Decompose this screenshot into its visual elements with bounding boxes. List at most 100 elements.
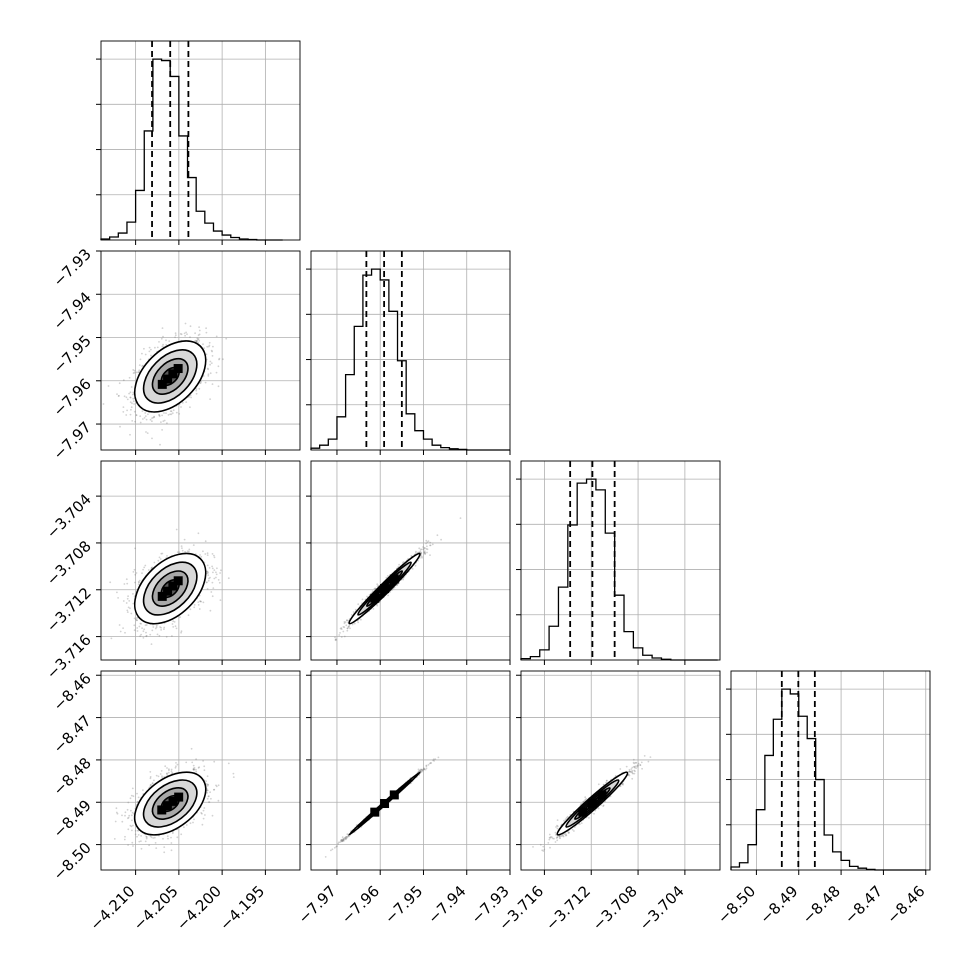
- scatter-point: [345, 619, 348, 622]
- scatter-point: [403, 561, 405, 563]
- scatter-point: [211, 350, 214, 353]
- scatter-point: [134, 547, 137, 550]
- scatter-point: [377, 584, 380, 587]
- scatter-point: [217, 385, 220, 388]
- scatter-point: [179, 333, 182, 335]
- scatter-point: [123, 395, 126, 398]
- scatter-point: [167, 837, 169, 840]
- scatter-point: [376, 583, 379, 586]
- scatter-point: [210, 362, 213, 364]
- scatter-point: [206, 570, 209, 573]
- scatter-point: [135, 414, 138, 417]
- scatter-point: [158, 415, 161, 418]
- scatter-point: [426, 551, 428, 554]
- scatter-point: [197, 601, 200, 603]
- scatter-point: [142, 568, 145, 571]
- scatter-point: [385, 576, 388, 579]
- scatter-point: [145, 836, 148, 838]
- scatter-point: [202, 601, 205, 604]
- scatter-point: [184, 550, 187, 553]
- scatter-point: [138, 364, 141, 366]
- scatter-point: [425, 539, 428, 542]
- scatter-point: [207, 345, 210, 348]
- scatter-point: [167, 414, 170, 416]
- scatter-point: [421, 555, 423, 558]
- scatter-point: [162, 420, 165, 423]
- scatter-point: [147, 569, 150, 571]
- scatter-point: [198, 339, 201, 342]
- scatter-point: [207, 375, 210, 377]
- scatter-point: [138, 369, 141, 372]
- scatter-point: [144, 624, 147, 627]
- scatter-point: [135, 371, 138, 374]
- scatter-point: [211, 581, 214, 584]
- scatter-point: [348, 624, 351, 627]
- scatter-point: [205, 581, 208, 584]
- scatter-point: [202, 550, 204, 553]
- scatter-point: [202, 375, 205, 377]
- scatter-point: [130, 825, 133, 828]
- scatter-point: [165, 772, 168, 775]
- scatter-point: [420, 552, 423, 554]
- scatter-point: [171, 623, 174, 625]
- scatter-point: [131, 787, 134, 790]
- scatter-point: [372, 608, 375, 610]
- scatter-point: [420, 552, 423, 554]
- scatter-point: [109, 581, 112, 584]
- scatter-point: [137, 796, 140, 799]
- scatter-point: [195, 340, 198, 342]
- scatter-point: [199, 600, 202, 603]
- scatter-point: [421, 548, 423, 551]
- scatter-point: [153, 415, 156, 418]
- scatter-point: [174, 336, 177, 339]
- scatter-point: [213, 577, 216, 580]
- scatter-point: [169, 413, 172, 416]
- scatter-point: [136, 630, 139, 632]
- scatter-point: [360, 618, 362, 621]
- scatter-point: [176, 836, 179, 839]
- scatter-point: [181, 549, 184, 552]
- scatter-point: [197, 338, 200, 340]
- scatter-point: [188, 550, 190, 553]
- scatter-point: [402, 578, 405, 581]
- scatter-point: [210, 591, 213, 593]
- scatter-point: [205, 327, 208, 330]
- scatter-point: [186, 550, 189, 553]
- scatter-point: [179, 616, 182, 618]
- scatter-point: [161, 429, 164, 431]
- panel-frame: [730, 670, 931, 871]
- scatter-point: [127, 817, 129, 820]
- y-tick-label: −3.704: [43, 490, 95, 542]
- scatter-point: [135, 414, 138, 416]
- scatter-point: [429, 544, 431, 547]
- scatter-point: [198, 333, 201, 336]
- scatter-point: [139, 421, 142, 424]
- scatter-point: [185, 401, 188, 403]
- scatter-point: [146, 432, 149, 434]
- scatter-point: [158, 556, 161, 559]
- scatter-point: [193, 768, 196, 771]
- scatter-point: [207, 571, 210, 574]
- scatter-point: [122, 627, 124, 629]
- scatter-point: [197, 767, 200, 769]
- scatter-point: [140, 622, 143, 625]
- scatter-point: [133, 624, 136, 627]
- scatter-point: [133, 371, 136, 374]
- contour-line: [142, 561, 198, 616]
- scatter-point: [217, 784, 220, 787]
- scatter-point: [162, 343, 165, 346]
- scatter-point: [158, 414, 160, 416]
- scatter-point: [134, 573, 137, 576]
- scatter-point: [175, 528, 178, 531]
- x-tick-label: −8.49: [756, 882, 801, 927]
- scatter-point: [431, 543, 434, 546]
- scatter-point: [174, 334, 177, 337]
- hist-p1: [310, 268, 510, 451]
- x-tick-label: −8.46: [883, 882, 928, 927]
- scatter-point: [161, 327, 164, 329]
- scatter-point: [130, 612, 133, 615]
- scatter-point: [344, 621, 347, 623]
- scatter-point: [211, 565, 214, 568]
- scatter-point: [184, 334, 187, 337]
- scatter-point: [139, 358, 142, 361]
